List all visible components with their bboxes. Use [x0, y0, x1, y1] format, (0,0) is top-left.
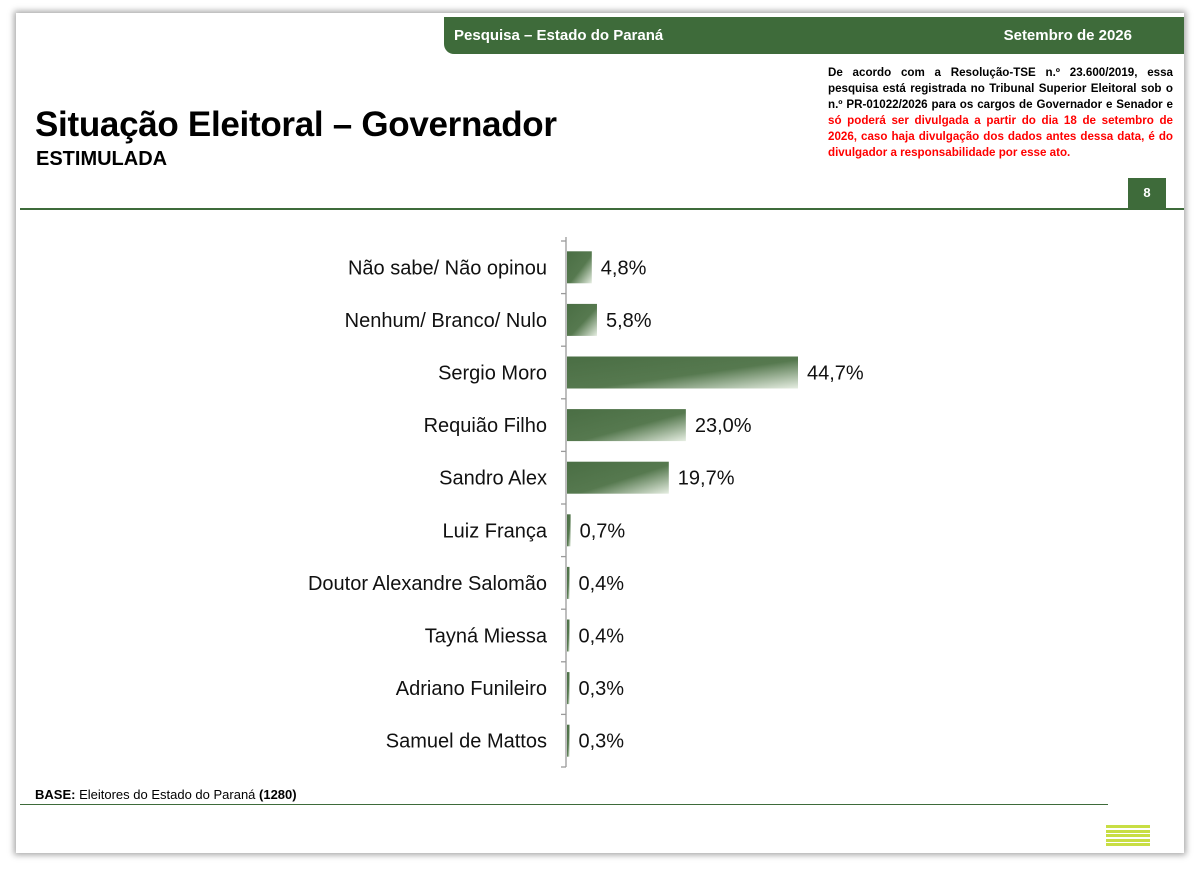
- bar: [567, 619, 570, 652]
- data-label: 23,0%: [695, 415, 752, 437]
- date-label: Setembro de 2026: [1003, 27, 1132, 44]
- data-label: 0,4%: [579, 573, 625, 595]
- bar-chart: Não sabe/ Não opinou 4,8% Nenhum/ Branco/ …: [308, 237, 864, 768]
- data-label: 0,3%: [579, 678, 625, 700]
- data-label: 4,8%: [601, 257, 647, 279]
- category-label: Tayná Miessa: [425, 626, 548, 648]
- bar: [567, 409, 686, 442]
- legal-notice-text: De acordo com a Resolução-TSE n.º 23.600…: [828, 66, 1173, 111]
- category-label: Luiz França: [443, 520, 548, 542]
- header-bar: Pesquisa – Estado do Paraná Setembro de …: [444, 17, 1184, 54]
- base-count: (1280): [259, 787, 297, 802]
- page-number: 8: [1128, 178, 1166, 208]
- data-label: 0,4%: [579, 626, 625, 648]
- base-text: Eleitores do Estado do Paraná: [75, 787, 260, 802]
- bar: [567, 566, 570, 599]
- bar: [567, 724, 570, 757]
- data-label: 19,7%: [678, 468, 735, 490]
- footer-divider: [20, 804, 1108, 805]
- survey-label: Pesquisa – Estado do Paraná: [454, 27, 664, 44]
- legal-notice: De acordo com a Resolução-TSE n.º 23.600…: [828, 65, 1173, 161]
- base-note: BASE: Eleitores do Estado do Paraná (128…: [35, 787, 297, 802]
- category-label: Doutor Alexandre Salomão: [308, 573, 547, 595]
- category-label: Requião Filho: [424, 415, 547, 437]
- legal-notice-warning: só poderá ser divulgada a partir do dia …: [828, 114, 1173, 159]
- base-label: BASE:: [35, 787, 76, 802]
- category-label: Nenhum/ Branco/ Nulo: [345, 310, 547, 332]
- page-title: Situação Eleitoral – Governador: [35, 105, 557, 144]
- bar: [567, 251, 592, 284]
- category-label: Sandro Alex: [439, 468, 547, 490]
- data-label: 0,7%: [580, 520, 626, 542]
- brand-logo-icon: [1106, 825, 1150, 847]
- category-label: Sergio Moro: [438, 363, 547, 385]
- page-subtitle: ESTIMULADA: [36, 148, 168, 170]
- bar: [567, 303, 597, 336]
- bar: [567, 356, 798, 389]
- bar: [567, 461, 669, 494]
- data-label: 5,8%: [606, 310, 652, 332]
- bar: [567, 514, 571, 547]
- category-label: Não sabe/ Não opinou: [348, 257, 547, 279]
- header-divider: [20, 208, 1184, 210]
- data-label: 0,3%: [579, 731, 625, 753]
- category-label: Samuel de Mattos: [386, 731, 547, 753]
- bar: [567, 672, 570, 705]
- data-label: 44,7%: [807, 363, 864, 385]
- category-label: Adriano Funileiro: [396, 678, 547, 700]
- slide: Pesquisa – Estado do Paraná Setembro de …: [16, 13, 1184, 853]
